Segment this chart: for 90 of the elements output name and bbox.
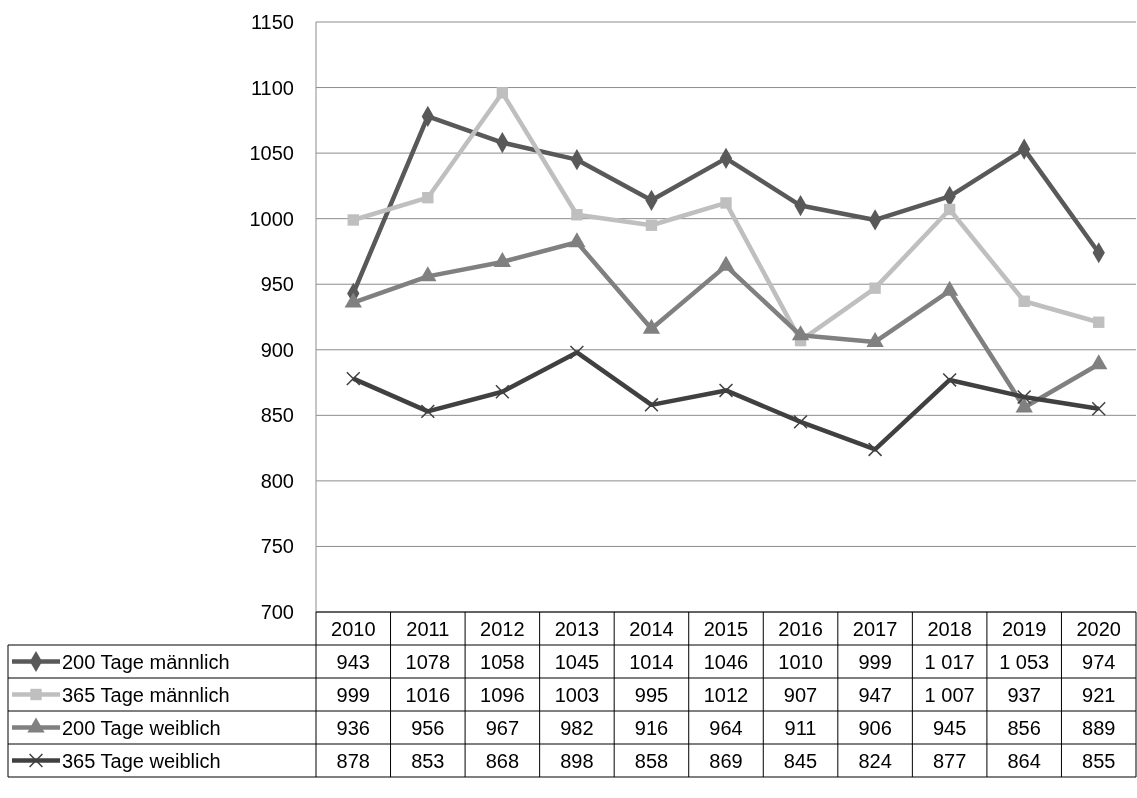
x-tick-label: 2020 — [1076, 617, 1121, 640]
y-tick-label: 700 — [260, 601, 294, 623]
x-tick-label: 2017 — [852, 617, 898, 640]
x-tick-label: 2016 — [778, 617, 823, 640]
data-label: 856 — [1007, 716, 1041, 739]
point — [495, 384, 510, 399]
data-label: 995 — [634, 683, 669, 706]
x-tick-label: 2015 — [703, 617, 749, 640]
data-label: 1003 — [554, 683, 600, 706]
y-tick-label: 1050 — [249, 142, 294, 165]
point — [644, 397, 659, 413]
data-label: 1 053 — [999, 650, 1050, 673]
data-label: 858 — [634, 749, 669, 772]
y-tick-label: 750 — [260, 535, 294, 558]
data-label: 878 — [336, 749, 370, 772]
point — [1091, 401, 1106, 416]
legend-label: 200 Tage weiblich — [62, 716, 221, 739]
point — [346, 371, 361, 386]
point — [869, 282, 881, 294]
data-label: 945 — [932, 716, 967, 739]
data-label: 845 — [783, 749, 818, 772]
y-tick-label: 950 — [260, 273, 294, 296]
point — [718, 383, 734, 398]
data-label: 1046 — [703, 650, 749, 673]
point — [1093, 316, 1105, 328]
data-label: 1014 — [629, 650, 674, 673]
y-tick-label: 850 — [260, 404, 294, 427]
data-label: 864 — [1007, 749, 1041, 772]
point — [569, 345, 585, 360]
y-tick-label: 1150 — [250, 11, 294, 33]
data-label: 967 — [485, 716, 520, 739]
y-tick-label: 1100 — [250, 76, 294, 99]
x-tick-label: 2019 — [1001, 617, 1047, 640]
data-label: 869 — [709, 749, 743, 772]
data-label: 937 — [1007, 683, 1041, 706]
legend-label: 365 Tage weiblich — [62, 749, 221, 772]
data-label: 898 — [560, 749, 594, 772]
data-label: 974 — [1082, 650, 1116, 673]
x-tick-label: 2010 — [331, 617, 376, 640]
data-label: 921 — [1082, 683, 1116, 706]
point — [420, 404, 436, 419]
data-label: 889 — [1082, 716, 1116, 739]
data-label: 1016 — [405, 683, 451, 706]
data-label: 855 — [1082, 749, 1116, 772]
point — [1016, 389, 1032, 405]
data-label: 947 — [858, 683, 892, 706]
x-tick-label: 2014 — [629, 617, 674, 640]
data-label: 1058 — [480, 650, 525, 673]
data-label: 907 — [783, 683, 818, 706]
y-tick-label: 800 — [260, 469, 294, 492]
point — [571, 209, 583, 221]
data-label: 943 — [336, 650, 370, 673]
data-label: 877 — [932, 749, 967, 772]
data-label: 999 — [336, 683, 370, 706]
data-label: 1078 — [405, 650, 451, 673]
x-tick-label: 2013 — [554, 617, 600, 640]
data-label: 1012 — [703, 683, 749, 706]
data-label: 956 — [411, 716, 445, 739]
data-label: 1 017 — [924, 650, 975, 673]
y-tick-label: 1000 — [249, 207, 294, 230]
data-label: 1096 — [480, 683, 525, 706]
point — [496, 87, 509, 99]
data-label: 964 — [709, 716, 743, 739]
point — [942, 372, 957, 388]
point — [1018, 295, 1030, 307]
x-tick-label: 2011 — [406, 617, 450, 640]
data-label: 824 — [858, 749, 892, 772]
point — [793, 414, 808, 430]
point — [347, 214, 359, 226]
data-label: 1010 — [778, 650, 823, 673]
point — [720, 197, 732, 209]
y-tick-label: 900 — [260, 338, 294, 361]
data-label: 911 — [784, 716, 817, 739]
data-label: 906 — [858, 716, 892, 739]
data-label: 853 — [411, 749, 445, 772]
data-label: 982 — [560, 716, 594, 739]
point — [867, 442, 883, 457]
legend-label: 200 Tage männlich — [62, 650, 230, 673]
data-label: 936 — [336, 716, 370, 739]
point — [422, 191, 434, 204]
x-tick-label: 2012 — [480, 617, 525, 640]
x-tick-label: 2018 — [927, 617, 972, 640]
data-label: 999 — [858, 650, 892, 673]
point — [943, 203, 956, 216]
legend-label: 365 Tage männlich — [62, 683, 230, 706]
data-label: 1 007 — [924, 683, 975, 706]
data-label: 868 — [485, 749, 520, 772]
data-label: 1045 — [554, 650, 600, 673]
data-label: 916 — [634, 716, 669, 739]
point — [645, 219, 658, 231]
